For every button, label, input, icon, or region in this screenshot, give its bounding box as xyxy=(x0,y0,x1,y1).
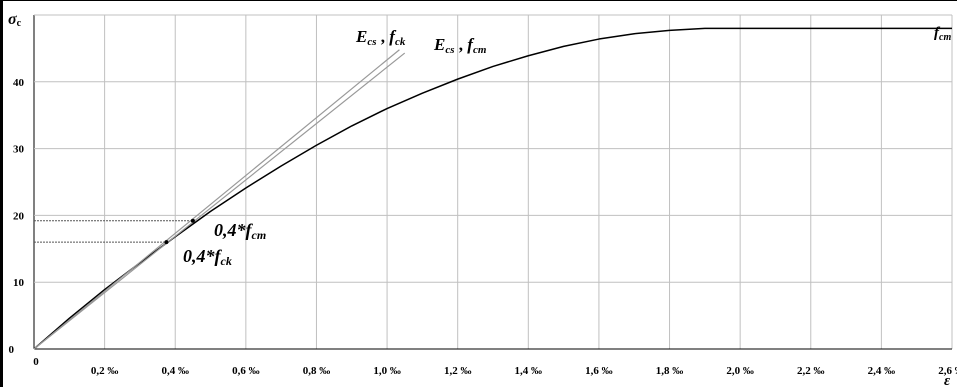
y-axis-label: σc xyxy=(8,11,22,29)
x-tick-label: 0,2 ‰ xyxy=(91,365,119,377)
x-tick-label: 0,8 ‰ xyxy=(303,365,331,377)
reference-point xyxy=(164,240,169,245)
x-tick-label: 0,6 ‰ xyxy=(232,365,260,377)
x-tick-label: 0,4 ‰ xyxy=(161,365,189,377)
annotation-point-fck: 0,4*fck xyxy=(183,246,232,268)
annotation-secant-cm: Ecs , fcm xyxy=(433,35,487,56)
x-tick-label: 1,0 ‰ xyxy=(373,365,401,377)
x-tick-label: 1,2 ‰ xyxy=(444,365,472,377)
y-axis-label-sub: c xyxy=(17,18,22,29)
secant-line xyxy=(33,52,406,350)
reference-lines xyxy=(34,220,193,243)
annotation-secant-ck: Ecs , fck xyxy=(355,27,406,48)
x-tick-label: 1,6 ‰ xyxy=(585,365,613,377)
x-tick-label: 1,8 ‰ xyxy=(656,365,684,377)
x-tick-label: 2,6 ‰ xyxy=(938,365,957,377)
secant-line xyxy=(33,49,400,350)
y-tick-label: 40 xyxy=(13,77,25,89)
annotation-point-fcm: 0,4*fcm xyxy=(214,220,266,242)
reference-points xyxy=(164,218,195,245)
y-tick-label: 10 xyxy=(13,277,25,289)
x-tick-label: 2,0 ‰ xyxy=(726,365,754,377)
y-tick-label: 20 xyxy=(13,210,25,222)
x-tick-label: 0 xyxy=(33,356,39,368)
y-tick-label: 0 xyxy=(9,344,15,356)
x-tick-label: 2,4 ‰ xyxy=(868,365,896,377)
reference-point xyxy=(190,218,195,223)
x-tick-labels: 0 0,2 ‰ 0,4 ‰ 0,6 ‰ 0,8 ‰ 1,0 ‰ 1,2 ‰ 1,4 ‰ 1,6 … xyxy=(33,356,957,377)
stress-strain-curve xyxy=(33,27,952,350)
series-group xyxy=(33,27,952,350)
x-tick-label: 1,4 ‰ xyxy=(515,365,543,377)
x-tick-label: 2,2 ‰ xyxy=(797,365,825,377)
y-tick-label: 30 xyxy=(13,144,25,156)
y-tick-labels: 0 10 20 30 40 xyxy=(9,77,25,356)
annotation-fcm-end: fcm xyxy=(934,25,951,43)
grid xyxy=(33,14,953,350)
x-axis-label: ε xyxy=(944,373,951,387)
